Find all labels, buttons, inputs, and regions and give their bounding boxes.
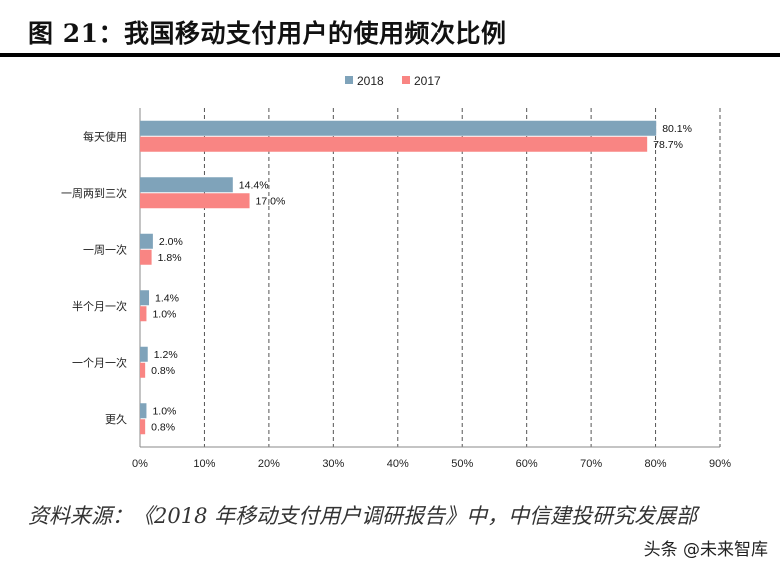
bar-2018	[140, 120, 657, 136]
x-tick-label: 20%	[258, 458, 280, 470]
legend-swatch-2017	[402, 76, 410, 84]
data-label: 78.7%	[653, 139, 683, 151]
category-label: 一个月一次	[72, 355, 127, 369]
bar-2017	[140, 306, 147, 322]
data-label: 1.0%	[152, 405, 176, 417]
category-label: 每天使用	[83, 129, 127, 143]
category-label: 半个月一次	[72, 299, 127, 313]
watermark: 头条 @未来智库	[643, 540, 768, 560]
bar-2017	[140, 362, 146, 378]
data-label: 1.0%	[152, 308, 176, 320]
bar-2017	[140, 136, 648, 152]
x-tick-label: 10%	[193, 458, 215, 470]
data-label: 80.1%	[662, 123, 692, 135]
data-label: 1.4%	[155, 292, 179, 304]
category-label: 一周一次	[83, 242, 127, 256]
legend-swatch-2018	[345, 76, 353, 84]
bar-chart: 0% 10% 20% 30% 40% 50% 60% 70% 80% 90% 2018 2017 每天使…	[61, 74, 731, 470]
category-label: 更久	[105, 413, 127, 426]
data-label: 14.4%	[239, 179, 269, 191]
data-label: 0.8%	[151, 421, 175, 433]
data-label: 1.8%	[158, 252, 182, 264]
bar-2018	[140, 233, 153, 249]
x-tick-label: 60%	[516, 458, 538, 470]
bar-2018	[140, 177, 233, 193]
data-label: 17.0%	[256, 195, 286, 207]
data-label: 2.0%	[159, 236, 183, 248]
source-note: 资料来源：《2018 年移动支付用户调研报告》中，中信建投研究发展部	[28, 504, 698, 528]
x-tick-label: 80%	[645, 458, 667, 470]
data-label: 0.8%	[151, 365, 175, 377]
legend-label-2018: 2018	[357, 74, 384, 88]
legend-label-2017: 2017	[414, 74, 441, 88]
bar-2017	[140, 193, 250, 209]
x-tick-label: 30%	[322, 458, 344, 470]
figure-title: 图 21：我国移动支付用户的使用频次比例	[28, 19, 507, 48]
bar-2018	[140, 346, 148, 362]
x-tick-label: 90%	[709, 458, 731, 470]
bar-2017	[140, 249, 152, 265]
data-label: 1.2%	[154, 349, 178, 361]
bar-2017	[140, 419, 146, 435]
category-label: 一周两到三次	[61, 186, 127, 200]
x-tick-label: 0%	[132, 458, 148, 470]
x-tick-label: 70%	[580, 458, 602, 470]
bar-2018	[140, 403, 147, 419]
bar-2018	[140, 290, 150, 306]
x-tick-label: 40%	[387, 458, 409, 470]
title-rule	[0, 53, 780, 57]
x-tick-label: 50%	[451, 458, 473, 470]
